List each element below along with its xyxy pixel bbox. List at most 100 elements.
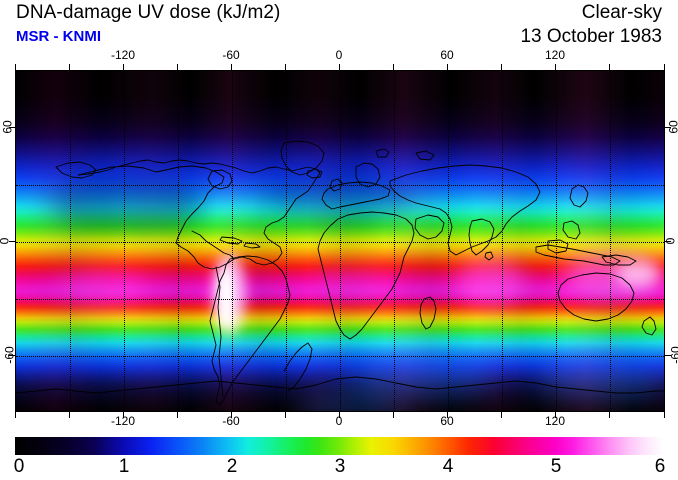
xtick-bottom-30e (393, 412, 394, 418)
coast-north-america (77, 159, 321, 270)
xtick-top-60w (231, 64, 232, 70)
coast-new-zealand (641, 316, 657, 336)
xtick-label-top-1: -60 (222, 48, 240, 62)
coast-new-guinea (601, 254, 637, 266)
xtick-bottom-60e (447, 412, 448, 418)
xtick-bottom-0 (339, 412, 340, 418)
streak-southern-ocean-b (536, 363, 664, 399)
ytick-right-0 (665, 241, 671, 242)
xtick-bottom-180w (15, 412, 16, 418)
xtick-label-bottom-4: 120 (544, 414, 566, 428)
ytick-label-right-60n: 60 (666, 120, 678, 134)
xtick-top-120w (123, 64, 124, 70)
ytick-left-60n (9, 127, 15, 128)
coast-south-america (209, 255, 291, 406)
shade-north-pacific (46, 175, 206, 231)
coast-philippines (562, 220, 581, 240)
coast-africa (317, 211, 415, 340)
coast-iceland (306, 168, 323, 179)
xtick-bottom-150w (69, 412, 70, 418)
gridline-lon-0 (340, 71, 341, 411)
xtick-top-90e (501, 64, 502, 70)
colorbar-label-2: 2 (226, 456, 238, 477)
colorbar-label-3: 3 (334, 456, 346, 477)
data-source-label: MSR - KNMI (16, 28, 101, 45)
gridline-lon-120w (124, 71, 125, 411)
gridline-lon-150e (610, 71, 611, 411)
coast-europe (321, 181, 391, 210)
coast-japan (569, 184, 589, 208)
xtick-label-bottom-1: -60 (222, 414, 240, 428)
ytick-right-60n (665, 127, 671, 128)
xtick-bottom-180e (664, 412, 665, 418)
page-title: DNA-damage UV dose (kJ/m2) (16, 2, 281, 23)
xtick-top-180e (664, 64, 665, 70)
coast-indonesia (535, 244, 621, 266)
coast-hudson-bay (207, 169, 233, 190)
colorbar-label-4: 4 (442, 456, 454, 477)
xtick-label-bottom-2: 0 (335, 414, 343, 428)
coast-asia (389, 164, 541, 256)
coast-antarctica (16, 376, 664, 394)
colorbar-label-6: 6 (654, 456, 666, 477)
map-canvas (16, 71, 664, 411)
xtick-top-0 (339, 64, 340, 70)
xtick-label-top-3: 60 (440, 48, 454, 62)
xtick-label-top-2: 0 (335, 48, 343, 62)
colorbar-label-0: 0 (13, 456, 25, 477)
xtick-label-bottom-0: -120 (110, 414, 136, 428)
coast-british-isles (329, 178, 343, 192)
gridline-lon-30e (394, 71, 395, 411)
ytick-label-left-60n: 60 (0, 120, 15, 134)
xtick-label-top-0: -120 (110, 48, 136, 62)
coast-greenland (280, 140, 325, 176)
coast-india (468, 218, 495, 256)
coast-antarctic-peninsula (283, 342, 313, 392)
coast-alaska (55, 161, 97, 179)
colorbar-label-5: 5 (550, 456, 562, 477)
hotspot-indian-ocean (456, 259, 526, 305)
xtick-top-90w (177, 64, 178, 70)
xtick-bottom-90w (177, 412, 178, 418)
hotspot-pacific-east (56, 267, 146, 309)
coast-cuba (219, 236, 243, 245)
gridline-lon-90w (178, 71, 179, 411)
coast-madagascar (419, 296, 437, 330)
xtick-bottom-90e (501, 412, 502, 418)
xtick-bottom-60w (231, 412, 232, 418)
xtick-bottom-120w (123, 412, 124, 418)
gridline-lon-60w (232, 71, 233, 411)
ytick-right-60s (665, 355, 671, 356)
xtick-top-180w (15, 64, 16, 70)
ytick-label-right-60s: -60 (668, 346, 678, 364)
coast-sri-lanka (484, 251, 494, 261)
gridline-lon-30w (286, 71, 287, 411)
xtick-top-30e (393, 64, 394, 70)
ytick-label-left-0: 0 (0, 238, 11, 245)
ytick-label-left-60s: -60 (2, 346, 17, 364)
coast-andes-west (215, 266, 224, 398)
xtick-bottom-120e (555, 412, 556, 418)
gridline-lon-150w (70, 71, 71, 411)
xtick-top-60e (447, 64, 448, 70)
date-label: 13 October 1983 (520, 26, 662, 47)
coastline-overlay (16, 140, 664, 406)
xtick-top-150e (609, 64, 610, 70)
hotspot-andes-core (218, 267, 234, 325)
xtick-top-30w (285, 64, 286, 70)
hotspot-atlantic (316, 265, 396, 305)
streak-antarctic-peninsula (296, 389, 406, 411)
ytick-left-60s (9, 355, 15, 356)
sky-condition-label: Clear-sky (581, 2, 662, 23)
coast-svalbard (375, 148, 390, 158)
colorbar (15, 437, 663, 455)
coast-novaya-zemlya (415, 150, 435, 161)
coast-australia (557, 272, 635, 322)
xtick-top-120e (555, 64, 556, 70)
xtick-bottom-30w (285, 412, 286, 418)
gridline-lon-90e (502, 71, 503, 411)
colorbar-label-1: 1 (118, 456, 130, 477)
coast-borneo (547, 239, 569, 254)
xtick-top-150w (69, 64, 70, 70)
xtick-label-top-4: 120 (544, 48, 566, 62)
